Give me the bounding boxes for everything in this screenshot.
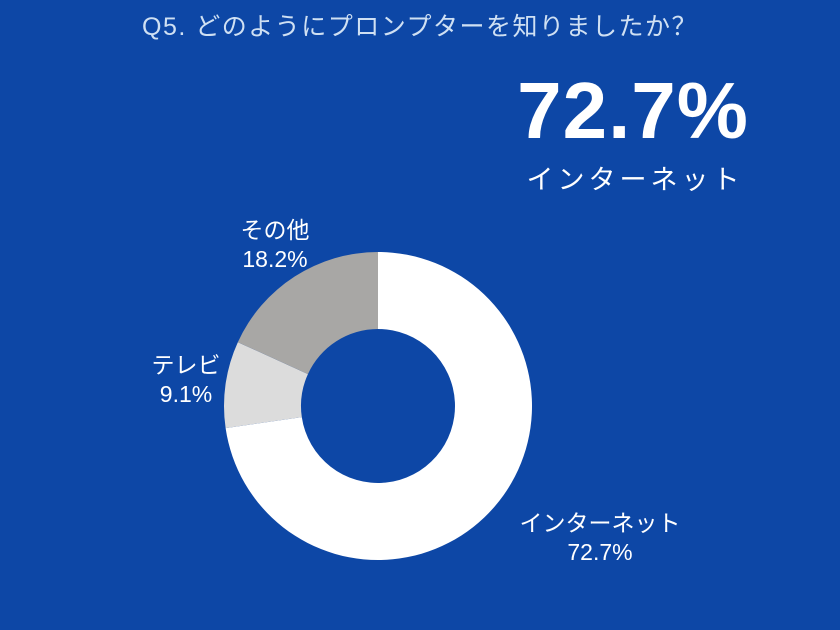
slice-label-other-name: その他 xyxy=(240,217,310,243)
donut-chart-svg xyxy=(224,252,533,560)
slice-label-tv: テレビ 9.1% xyxy=(116,351,256,409)
slice-label-internet-name: インターネット xyxy=(519,510,681,536)
slice-label-internet: インターネット 72.7% xyxy=(500,509,700,567)
donut-segment-internet xyxy=(225,252,533,560)
slice-label-tv-name: テレビ xyxy=(151,352,221,378)
donut-chart xyxy=(218,246,538,566)
highlight-stat-value: 72.7% xyxy=(517,66,749,155)
slice-label-tv-percent: 9.1% xyxy=(159,381,213,407)
highlight-stat-label: インターネット xyxy=(526,165,744,195)
donut-segment-tv xyxy=(224,342,308,429)
slice-label-internet-percent: 72.7% xyxy=(567,539,633,565)
slice-label-other-percent: 18.2% xyxy=(242,246,308,272)
chart-title: Q5. どのようにプロンプターを知りましたか？ xyxy=(142,13,698,41)
donut-segment-other xyxy=(237,252,378,375)
slice-label-other: その他 18.2% xyxy=(205,216,345,274)
